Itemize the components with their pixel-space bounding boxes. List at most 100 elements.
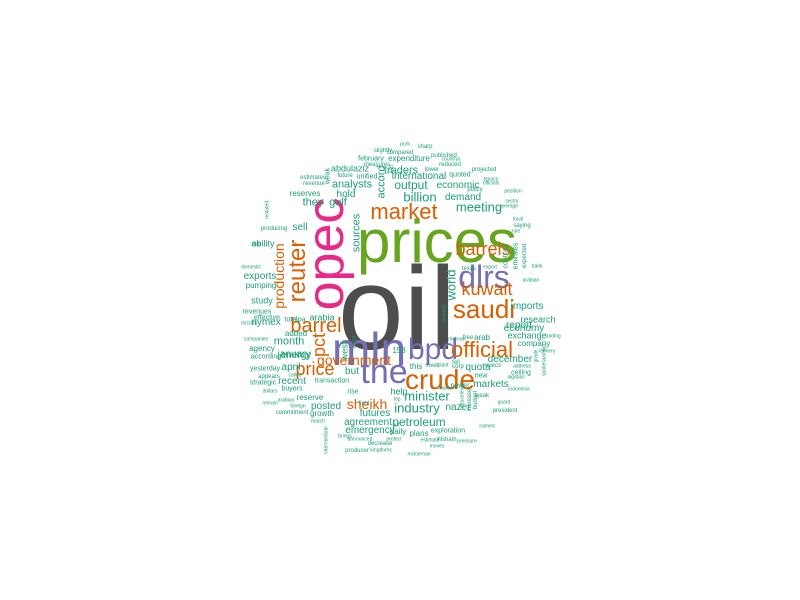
word-lower: lower xyxy=(424,167,440,173)
word-plant: plant xyxy=(437,362,449,369)
word-new: new xyxy=(474,372,488,380)
word-transaction: transaction xyxy=(314,377,350,385)
word-sources: sources xyxy=(350,213,363,253)
word-sell: sell xyxy=(292,222,308,233)
word-demand: demand xyxy=(444,192,482,203)
word-spokeswoman: spokeswoman xyxy=(541,344,548,376)
word-reuter: reuter xyxy=(284,239,311,303)
word-local: local xyxy=(512,216,524,223)
word-sheikh: sheikh xyxy=(346,396,388,412)
word-measures: measures xyxy=(363,162,391,168)
word-texaco: texaco xyxy=(483,176,499,183)
word-abdulaziz: abdulaziz xyxy=(330,163,370,174)
word-spa: spa xyxy=(294,316,306,324)
word-pipeline: pipeline xyxy=(441,304,448,322)
word-added: added xyxy=(284,329,308,338)
word-agency: agency xyxy=(249,344,275,353)
word-industry: industry xyxy=(394,400,440,416)
word-february: february xyxy=(358,155,384,163)
word-reduce: reduce xyxy=(459,394,466,410)
word-average: average xyxy=(499,203,519,210)
word-recent: recent xyxy=(278,376,306,387)
word-pumping: pumping xyxy=(245,281,277,290)
word-power: power xyxy=(450,382,470,390)
word-market: market xyxy=(370,199,438,224)
word-barrels: barrels xyxy=(455,239,511,259)
word-total: total xyxy=(284,316,298,324)
word-sector: sector xyxy=(505,198,519,205)
word-analysts: analysts xyxy=(331,178,373,191)
word-daily: daily xyxy=(389,427,407,436)
word-the: the xyxy=(360,353,408,391)
word-yesterday: yesterday xyxy=(249,365,281,373)
word-ceiling: ceiling xyxy=(511,369,531,377)
word-pct: pct xyxy=(309,332,329,358)
word-report: report xyxy=(505,320,533,331)
word-energy: energy xyxy=(280,350,312,361)
word-algabas: algabas xyxy=(507,374,525,381)
word-hisham: hisham xyxy=(437,437,457,443)
word-brings: brings xyxy=(338,433,352,440)
word-month: month xyxy=(273,335,305,348)
word-plans: plans xyxy=(409,429,429,438)
word-hold: hold xyxy=(336,189,356,200)
word-arabian: arabian xyxy=(522,277,540,284)
word-minister: minister xyxy=(404,388,450,404)
word-saudi: saudi xyxy=(452,294,516,324)
word-nymex: nymex xyxy=(251,317,281,328)
word-top: top xyxy=(393,396,401,403)
word-futures: futures xyxy=(359,408,391,419)
word-reserve: reserve xyxy=(296,393,324,402)
word-dlrs: dlrs xyxy=(458,259,510,295)
word-gulf: gulf xyxy=(329,196,347,209)
word-expenditure: expenditure xyxy=(388,154,430,163)
word-compared: compared xyxy=(386,150,414,156)
word-petroleum: petroleum xyxy=(392,415,446,429)
word-effective: effective xyxy=(254,314,280,322)
word-levels: levels xyxy=(459,381,466,395)
word-restated: restated xyxy=(264,200,271,220)
word-prices: prices xyxy=(356,208,518,275)
word-contract: contract xyxy=(502,243,510,269)
word-pressure: pressure xyxy=(457,438,477,445)
word-decrease: decrease xyxy=(367,441,393,447)
word-158: 158 xyxy=(392,346,406,355)
word-april: april xyxy=(281,362,301,373)
word-export: export xyxy=(483,264,497,271)
word-world: world xyxy=(443,269,459,301)
word-rise: rise xyxy=(347,388,359,396)
word-companies: companies xyxy=(243,336,269,343)
word-meeting: meeting xyxy=(455,199,503,215)
word-international: international xyxy=(391,171,447,182)
word-president: president xyxy=(492,408,518,414)
word-official: official xyxy=(451,337,513,362)
word-fell: fell xyxy=(452,360,460,366)
word-remain: remain xyxy=(262,400,278,407)
word-output: output xyxy=(394,178,428,192)
word-policy: policy xyxy=(467,187,483,193)
word-producing: producing xyxy=(260,226,288,232)
word-estimates: estimates xyxy=(300,175,326,181)
word-west: west xyxy=(339,341,350,361)
word-revenue: revenue xyxy=(303,181,325,187)
word-guard: guard xyxy=(497,399,511,406)
word-imports: imports xyxy=(510,301,544,312)
word-published: published xyxy=(431,153,457,159)
word-appears: appears xyxy=(258,374,280,380)
word-address: address xyxy=(513,363,531,370)
word-producer: producer xyxy=(345,448,369,454)
word-quoted: quoted xyxy=(449,171,471,179)
word-research: research xyxy=(520,314,556,325)
word-bank: bank xyxy=(531,263,543,270)
word-traders: traders xyxy=(383,164,419,177)
word-economy: economy xyxy=(503,323,545,334)
word-emergency: emergency xyxy=(345,425,395,436)
word-this: this xyxy=(409,362,423,371)
word-exports: exports xyxy=(243,271,277,282)
word-march: march xyxy=(311,418,325,425)
word-increase: increase xyxy=(467,388,473,412)
word-bpd: bpd xyxy=(407,333,459,366)
word-domestic: domestic xyxy=(240,264,262,271)
word-but: but xyxy=(345,366,359,377)
